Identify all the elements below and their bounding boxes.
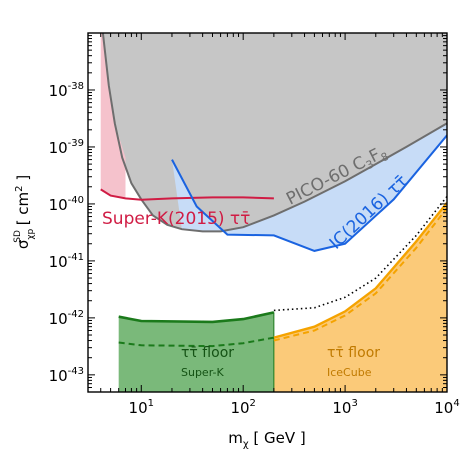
floor-superk-label-2: Super-K [181, 366, 224, 379]
floor-icecube-label-1: ττ̄ floor [327, 345, 380, 361]
y-tick-label: 10-43 [49, 366, 84, 385]
x-tick-label: 101 [129, 398, 154, 417]
y-tick-label: 10-41 [49, 252, 84, 271]
superk-label: Super-K(2015) ττ̄ [102, 209, 250, 229]
x-tick-label: 104 [434, 398, 459, 417]
x-tick-label: 103 [332, 398, 357, 417]
pico-excluded-area [102, 33, 447, 232]
pico-limit-line [101, 33, 447, 233]
floor-icecube-label-2: IceCube [327, 366, 372, 379]
neutrino-floor-dotted-line [273, 196, 447, 312]
floor-icecube-dashed-line [273, 207, 447, 342]
icecube-excluded-area [172, 124, 447, 251]
x-tick-label: 102 [230, 398, 255, 417]
y-tick-label: 10-38 [49, 81, 84, 100]
floor-superk-line [118, 311, 275, 324]
floor-icecube-area [273, 202, 447, 392]
floor-superk-dashed-line [118, 336, 275, 348]
y-tick-label: 10-42 [49, 309, 84, 328]
y-tick-label: 10-40 [49, 195, 84, 214]
y-tick-label: 10-39 [49, 138, 84, 157]
floor-superk-area [118, 312, 274, 392]
icecube-limit-line [171, 134, 447, 252]
floor-superk-label-1: ττ̄ floor [181, 345, 234, 361]
plot-frame [87, 32, 448, 393]
x-axis-label: mχ [ GeV ] [228, 429, 306, 450]
superk-limit-line [100, 188, 274, 201]
y-axis-label: σχpSD [ cm2 ] [13, 175, 36, 249]
floor-icecube-line [273, 201, 447, 339]
